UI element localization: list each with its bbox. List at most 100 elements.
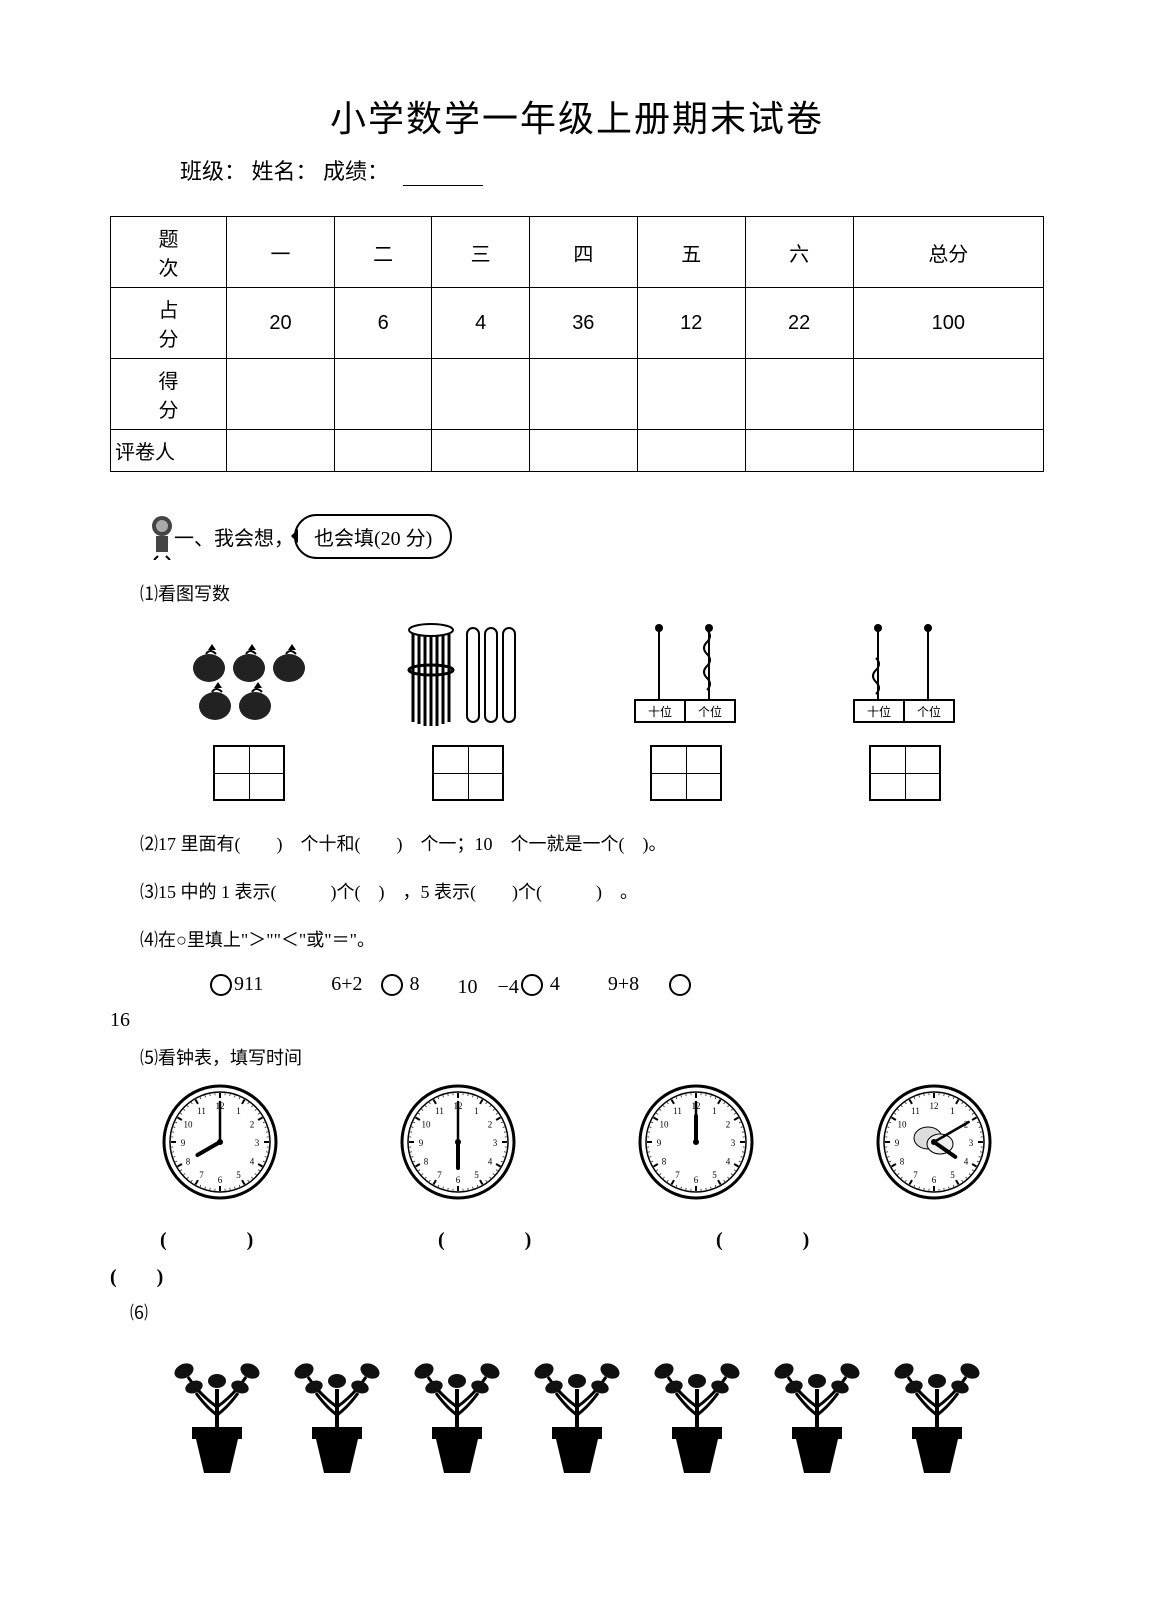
row-label-allot: 占 分 xyxy=(111,288,227,359)
svg-text:1: 1 xyxy=(236,1106,241,1116)
svg-text:6: 6 xyxy=(456,1175,461,1185)
cmp-1-right: 911 xyxy=(234,973,263,996)
cmp-2-left: 6+2 xyxy=(331,973,362,996)
q2-text: ⑵17 里面有( ) 个十和( ) 个一；10 个一就是一个( )。 xyxy=(140,826,1044,862)
grader-5[interactable] xyxy=(637,430,745,472)
svg-text:6: 6 xyxy=(218,1175,223,1185)
potted-plant-icon xyxy=(402,1337,512,1477)
section-1-prefix: 一、我会想， xyxy=(174,522,294,551)
svg-text:3: 3 xyxy=(731,1138,736,1148)
abacus-left-icon: 十位 个位 xyxy=(577,618,796,735)
svg-text:3: 3 xyxy=(255,1138,260,1148)
grader-6[interactable] xyxy=(745,430,853,472)
svg-text:8: 8 xyxy=(662,1157,667,1167)
allot-4: 36 xyxy=(529,288,637,359)
allot-1: 20 xyxy=(227,288,335,359)
potted-plant-icon xyxy=(882,1337,992,1477)
cmp-4-left: 9+8 xyxy=(608,973,639,996)
allot-2: 6 xyxy=(334,288,431,359)
header-col-4: 四 xyxy=(529,217,637,288)
circle-blank-3[interactable] xyxy=(521,974,543,996)
potted-plant-icon xyxy=(642,1337,752,1477)
grader-3[interactable] xyxy=(432,430,529,472)
q6-label: ⑹ xyxy=(130,1299,1044,1325)
header-col-6: 六 xyxy=(745,217,853,288)
header-label: 题 次 xyxy=(111,217,227,288)
answer-box-4[interactable] xyxy=(869,745,941,801)
svg-text:4: 4 xyxy=(250,1157,255,1167)
got-total[interactable] xyxy=(853,359,1043,430)
answer-box-3[interactable] xyxy=(650,745,722,801)
page-title: 小学数学一年级上册期末试卷 xyxy=(110,90,1044,142)
svg-text:1: 1 xyxy=(474,1106,479,1116)
allot-3: 4 xyxy=(432,288,529,359)
svg-text:7: 7 xyxy=(437,1170,442,1180)
got-5[interactable] xyxy=(637,359,745,430)
clock-answer-1[interactable]: ( ) xyxy=(160,1223,438,1252)
q3-text: ⑶15 中的 1 表示( )个( ) ，5 表示( )个( ) 。 xyxy=(140,874,1044,910)
potted-plant-icon xyxy=(282,1337,392,1477)
q4-text: ⑷在○里填上"＞""＜"或"＝"。 xyxy=(140,922,1044,958)
row-label-got: 得 分 xyxy=(111,359,227,430)
answer-box-2[interactable] xyxy=(432,745,504,801)
sticks-icon xyxy=(359,620,578,735)
section-1-heading: 一、我会想， 也会填(20 分) xyxy=(140,512,1044,560)
svg-text:5: 5 xyxy=(236,1170,241,1180)
svg-text:3: 3 xyxy=(493,1138,498,1148)
svg-text:5: 5 xyxy=(950,1170,955,1180)
circle-blank-2[interactable] xyxy=(381,974,403,996)
svg-text:个位: 个位 xyxy=(917,704,941,719)
score-blank[interactable] xyxy=(403,185,483,186)
potted-plant-icon xyxy=(522,1337,632,1477)
q1-label: ⑴看图写数 xyxy=(140,580,1044,606)
answer-box-1[interactable] xyxy=(213,745,285,801)
svg-text:7: 7 xyxy=(199,1170,204,1180)
q1-answer-boxes xyxy=(110,745,1044,806)
circle-blank-1[interactable] xyxy=(210,974,232,996)
clock-answer-4[interactable]: ( ) xyxy=(110,1260,1044,1289)
name-label: 姓名： xyxy=(252,159,318,184)
clock-answer-2[interactable]: ( ) xyxy=(438,1223,716,1252)
ones-label: 个位 xyxy=(698,704,722,719)
svg-text:10: 10 xyxy=(897,1120,907,1130)
svg-text:10: 10 xyxy=(421,1120,431,1130)
svg-text:8: 8 xyxy=(424,1157,429,1167)
svg-text:2: 2 xyxy=(250,1120,255,1130)
got-2[interactable] xyxy=(334,359,431,430)
clock-icon: 121234567891011 xyxy=(398,1082,518,1202)
svg-text:8: 8 xyxy=(900,1157,905,1167)
grader-2[interactable] xyxy=(334,430,431,472)
svg-text:3: 3 xyxy=(969,1138,974,1148)
grader-total[interactable] xyxy=(853,430,1043,472)
clock-answer-3[interactable]: ( ) xyxy=(716,1223,994,1252)
grader-4[interactable] xyxy=(529,430,637,472)
got-1[interactable] xyxy=(227,359,335,430)
svg-text:10: 10 xyxy=(659,1120,669,1130)
clock-icon: 121234567891011 xyxy=(160,1082,280,1202)
svg-text:11: 11 xyxy=(435,1106,444,1116)
cmp-2-right: 8 xyxy=(410,973,420,996)
abacus-right-icon: 十位 个位 xyxy=(796,618,1015,735)
grader-1[interactable] xyxy=(227,430,335,472)
score-table: 题 次 一 二 三 四 五 六 总分 占 分 20 6 4 36 12 22 1… xyxy=(110,216,1044,472)
circle-blank-4[interactable] xyxy=(669,974,691,996)
svg-text:9: 9 xyxy=(181,1138,186,1148)
svg-text:4: 4 xyxy=(488,1157,493,1167)
svg-text:9: 9 xyxy=(895,1138,900,1148)
header-col-2: 二 xyxy=(334,217,431,288)
score-row-got: 得 分 xyxy=(111,359,1044,430)
got-6[interactable] xyxy=(745,359,853,430)
header-col-3: 三 xyxy=(432,217,529,288)
compare-row: 911 6+2 8 10 −4 4 9+8 xyxy=(110,970,1044,999)
svg-text:7: 7 xyxy=(675,1170,680,1180)
svg-text:12: 12 xyxy=(930,1101,939,1111)
row-label-grader: 评卷人 xyxy=(111,430,227,472)
got-3[interactable] xyxy=(432,359,529,430)
svg-text:9: 9 xyxy=(419,1138,424,1148)
q1-images: 十位 个位 十位 个位 xyxy=(110,618,1044,735)
svg-text:11: 11 xyxy=(673,1106,682,1116)
potted-plant-icon xyxy=(762,1337,872,1477)
allot-6: 22 xyxy=(745,288,853,359)
svg-text:1: 1 xyxy=(712,1106,717,1116)
got-4[interactable] xyxy=(529,359,637,430)
